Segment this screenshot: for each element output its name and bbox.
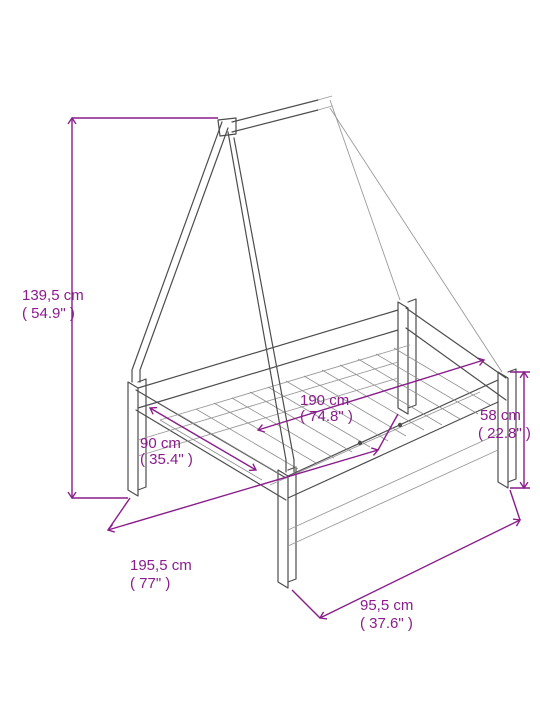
bed-frame (128, 96, 516, 588)
svg-text:139,5 cm: 139,5 cm (22, 287, 84, 304)
svg-text:190 cm: 190 cm (300, 392, 349, 409)
svg-text:58 cm: 58 cm (480, 407, 521, 424)
width-total-cm: 95,5 cm (360, 597, 413, 614)
svg-text:( 74.8" ): ( 74.8" ) (300, 408, 353, 425)
dim-width-total: 95,5 cm ( 37.6" ) (292, 490, 520, 632)
mattress-width-cm: 90 cm (140, 435, 181, 452)
svg-text:( 35.4" ): ( 35.4" ) (140, 451, 193, 468)
width-total-in: ( 37.6" ) (360, 615, 413, 632)
post-height-cm: 58 cm (480, 407, 521, 424)
svg-text:( 54.9" ): ( 54.9" ) (22, 305, 75, 322)
length-total-in: ( 77" ) (130, 575, 170, 592)
mattress-width-in: ( 35.4" ) (140, 451, 193, 468)
svg-text:( 22.8" ): ( 22.8" ) (478, 425, 531, 442)
svg-text:( 37.6" ): ( 37.6" ) (360, 615, 413, 632)
mattress-length-cm: 190 cm (300, 392, 349, 409)
post-height-in: ( 22.8" ) (478, 425, 531, 442)
mattress-length-in: ( 74.8" ) (300, 408, 353, 425)
svg-text:( 77" ): ( 77" ) (130, 575, 170, 592)
svg-text:195,5 cm: 195,5 cm (130, 557, 192, 574)
svg-text:90 cm: 90 cm (140, 435, 181, 452)
height-total-cm: 139,5 cm (22, 287, 84, 304)
length-total-cm: 195,5 cm (130, 557, 192, 574)
dim-post-height: 58 cm ( 22.8" ) (478, 372, 531, 488)
height-total-in: ( 54.9" ) (22, 305, 75, 322)
svg-text:95,5 cm: 95,5 cm (360, 597, 413, 614)
bed-dimension-drawing: 139,5 cm ( 54.9" ) 195,5 cm ( 77" ) 95,5… (0, 0, 540, 720)
